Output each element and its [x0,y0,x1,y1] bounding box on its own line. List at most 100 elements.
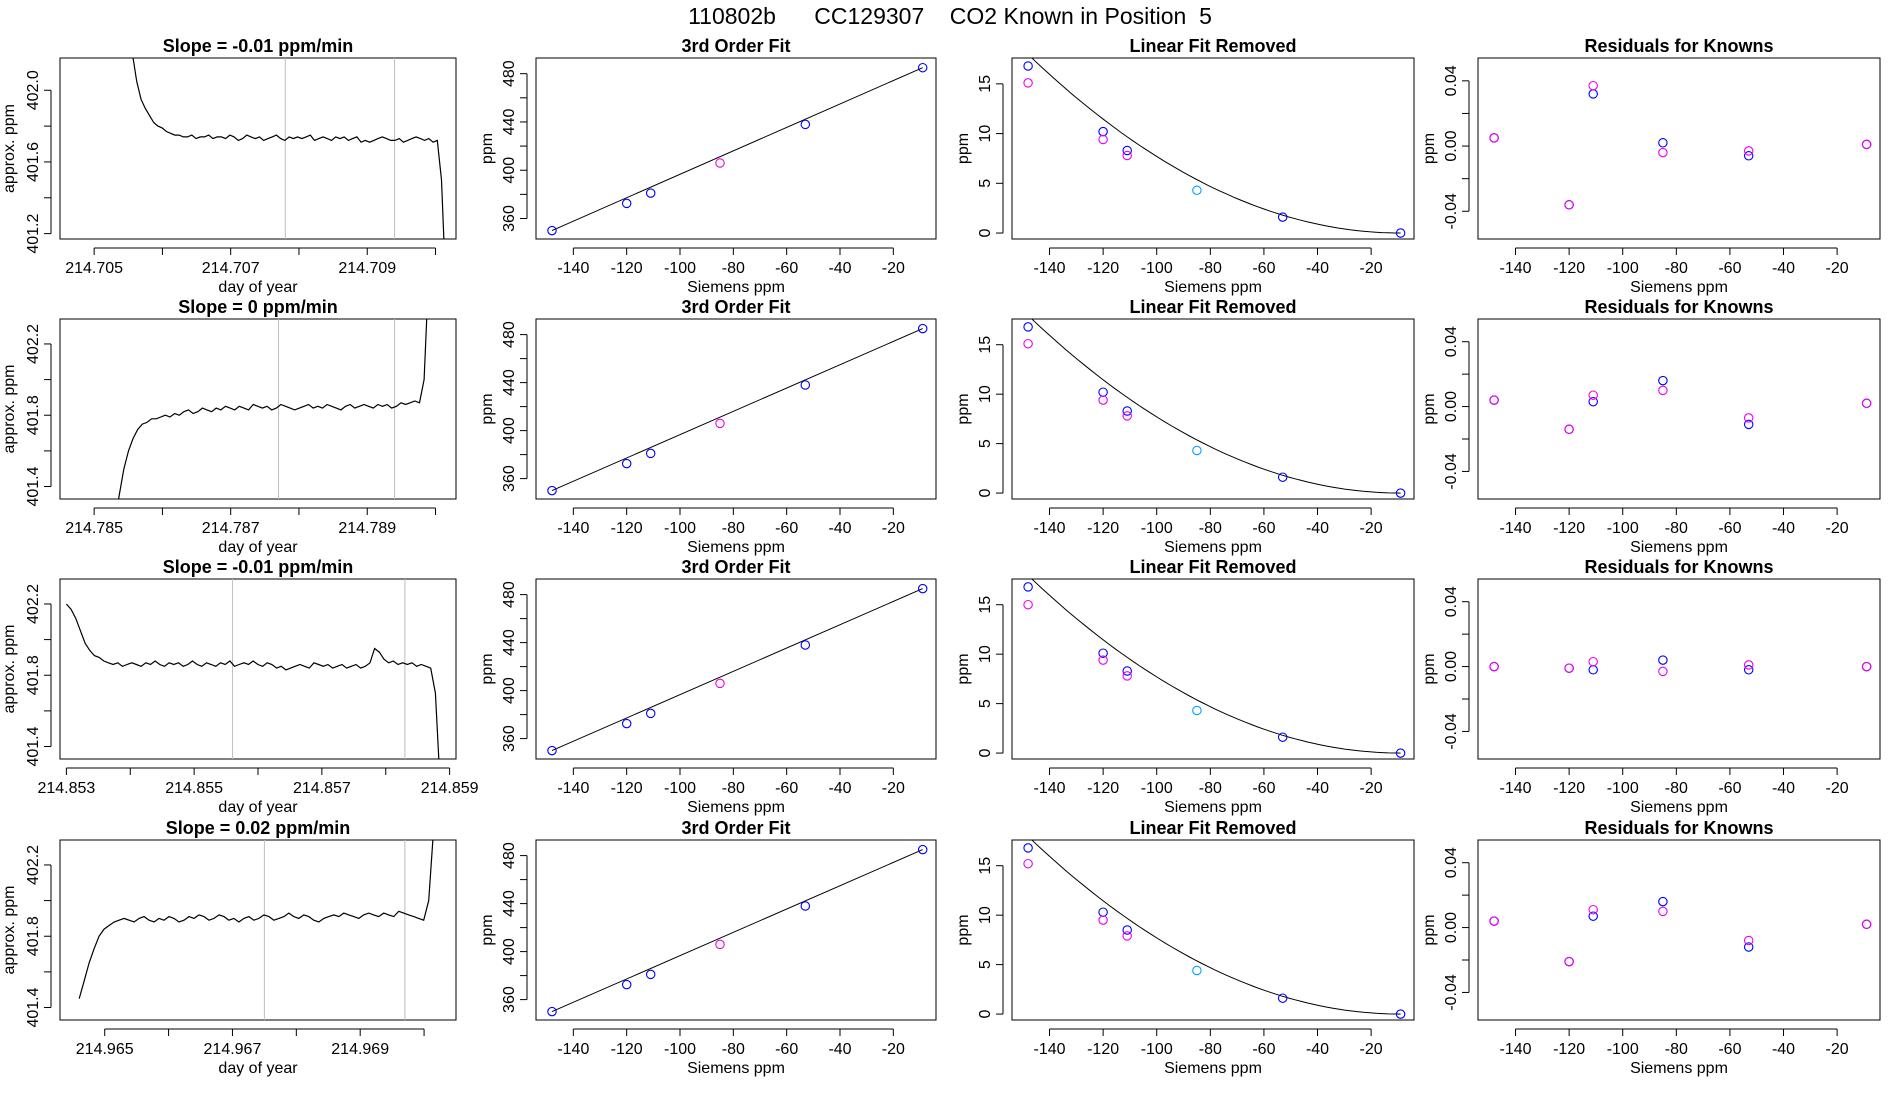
x-axis-label: Siemens ppm [1630,1060,1728,1077]
data-point-magenta [1861,661,1872,672]
data-point-magenta [1489,133,1499,143]
x-axis-label: day of year [218,539,298,556]
x-tick-label: -140 [1034,520,1066,537]
data-point-blue [1395,488,1406,498]
data-point-magenta [1658,385,1668,396]
time-series-line [132,58,445,239]
data-point-blue [1588,89,1598,99]
y-tick-label: 0 [977,228,994,237]
plot-frame [1477,57,1881,240]
data-point-cyan [1192,965,1202,976]
data-point-blue [1098,907,1108,917]
data-point-blue [1098,648,1108,658]
data-point-blue [1122,406,1132,416]
x-tick-label: -20 [882,260,905,277]
data-point-magenta [1098,134,1108,145]
x-tick-label: -80 [722,520,745,537]
x-tick-label: -80 [722,780,745,797]
data-point-magenta [1023,338,1033,349]
chart-panel-time-series-row4: Slope = 0.02 ppm/min 214.965 214.967 214.96… [1,818,457,1077]
y-axis-label: ppm [955,653,972,684]
x-tick-label: -20 [1360,520,1383,537]
y-tick-label: 402.2 [25,845,42,885]
data-point-blue [1395,228,1406,238]
x-tick-label: -60 [1718,260,1741,277]
x-axis-label: Siemens ppm [1164,1060,1262,1077]
x-tick-label: -100 [1607,1041,1639,1058]
x-tick-label: -20 [1826,520,1849,537]
data-point-blue [621,198,632,209]
x-tick-label: -100 [664,520,696,537]
data-point-blue [1743,151,1754,161]
x-tick-label: 214.965 [76,1041,134,1058]
chart-title: Residuals for Knowns [1584,557,1773,577]
data-point-magenta [1023,858,1033,869]
y-axis-label: approx. ppm [1,104,18,193]
y-tick-label: 0 [977,1010,994,1019]
y-tick-label: 0.00 [1443,912,1460,943]
data-point-magenta [1564,200,1574,210]
data-point-blue [1658,375,1668,386]
data-point-blue [1743,419,1754,430]
plot-area [551,588,923,752]
data-point-magenta [1861,919,1872,930]
data-point-magenta [1588,656,1598,667]
plot-frame [59,839,457,1021]
data-point-magenta [1564,424,1574,435]
y-axis-label: ppm [1421,653,1438,684]
x-tick-label: -120 [1087,520,1119,537]
y-tick-label: -0.04 [1443,453,1460,490]
x-tick-label: -140 [1500,520,1532,537]
fit-line [551,328,923,492]
x-tick-label: -120 [611,520,643,537]
y-tick-label: 0.04 [1443,326,1460,357]
y-axis-label: ppm [1421,914,1438,945]
chart-title: Linear Fit Removed [1129,818,1296,838]
x-tick-label: -20 [1360,780,1383,797]
y-tick-label: 400 [501,157,518,184]
chart-title: Slope = 0.02 ppm/min [166,818,351,838]
y-axis-label: approx. ppm [1,625,18,714]
plot-frame [1011,318,1415,500]
x-tick-label: 214.709 [338,260,396,277]
y-axis-label: ppm [479,914,496,945]
x-tick-label: -140 [557,260,589,277]
data-point-magenta [1658,666,1668,677]
x-tick-label: -80 [1665,260,1688,277]
x-tick-label: 214.859 [421,780,479,797]
y-tick-label: 400 [501,677,518,704]
fit-curve [1031,840,1401,1015]
data-point-magenta [715,678,725,689]
chart-panel-time-series-row3: Slope = -0.01 ppm/min 214.853 214.855 214.8… [1,557,479,816]
x-axis-label: Siemens ppm [687,539,785,556]
y-tick-label: 0.00 [1443,130,1460,161]
x-tick-label: -100 [664,260,696,277]
chart-panel-linear-removed-row1: Linear Fit Removed -140 -120 -100 -80 -60 -40 -… [955,36,1415,296]
x-tick-label: -40 [1772,780,1795,797]
data-point-blue [1023,843,1033,853]
chart-title: Residuals for Knowns [1584,818,1773,838]
page-title: 110802b CC129307 CO2 Known in Position 5 [688,3,1212,29]
data-point-blue [1277,993,1288,1003]
y-tick-label: 401.8 [25,655,42,695]
x-tick-label: -100 [664,780,696,797]
x-tick-label: 214.785 [65,520,123,537]
data-point-blue [800,380,811,390]
chart-panel-fit-row1: 3rd Order Fit -140 -120 -100 -80 -60 -40 -20 Sie… [479,36,937,296]
x-tick-label: -100 [1607,520,1639,537]
chart-title: Residuals for Knowns [1584,297,1773,317]
data-point-magenta [1122,671,1132,681]
y-tick-label: 10 [977,645,994,663]
x-tick-label: -140 [1034,1041,1066,1058]
y-tick-label: 15 [977,857,994,875]
x-tick-label: -60 [775,1041,798,1058]
x-tick-label: -40 [828,780,851,797]
data-point-magenta [1588,904,1598,915]
plot-area [132,58,445,239]
data-point-blue [1395,1009,1406,1019]
y-tick-label: 440 [501,369,518,396]
plot-frame [535,578,937,760]
x-axis-label: Siemens ppm [1630,539,1728,556]
data-point-blue [1122,145,1132,156]
data-point-blue [1658,138,1668,148]
